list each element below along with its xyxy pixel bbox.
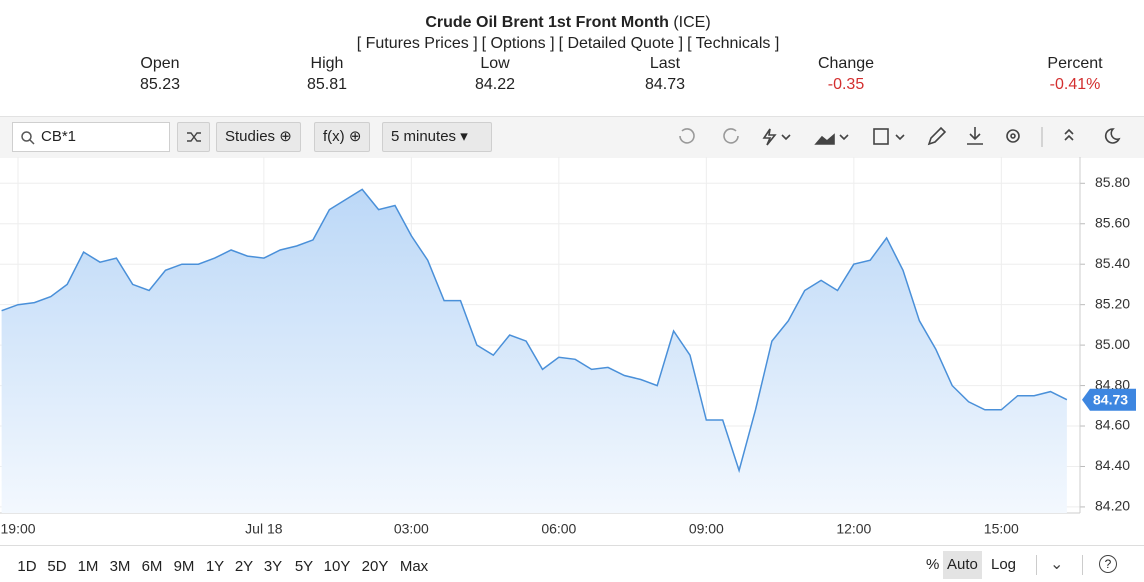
chart: 84.20 84.40 84.60 84.80 85.00 85.20 85.40 85.60…: [0, 157, 1136, 537]
range-button[interactable]: 5Y: [294, 558, 314, 575]
expand-icon[interactable]: ⌄: [1050, 556, 1064, 573]
header-links: [ Futures Prices ][ Options ][ Detailed …: [0, 35, 1136, 53]
stat: High 85.81: [307, 55, 347, 94]
range-button[interactable]: 9M: [173, 558, 195, 575]
line: [1, 188, 1068, 474]
stat-label: High: [310, 55, 344, 72]
stat-value: 85.81: [306, 76, 348, 93]
stat-value: 84.73: [644, 76, 686, 93]
range-button[interactable]: 3M: [109, 558, 131, 575]
y-tick-label: 84.80: [1095, 376, 1130, 392]
dropdown: [781, 134, 791, 141]
scale-option[interactable]: Auto: [943, 551, 982, 579]
header-link[interactable]: [ Options ]: [481, 35, 555, 52]
studies-button[interactable]: Studies ⊕: [216, 122, 301, 152]
shuffle-icon: [187, 132, 201, 142]
y-tick-label: 85.00: [1095, 336, 1130, 352]
range-button[interactable]: 1D: [17, 558, 37, 575]
range-button[interactable]: Max: [399, 558, 429, 575]
theme-icon[interactable]: [1104, 128, 1121, 144]
range-button[interactable]: 6M: [141, 558, 163, 575]
stat-label: Low: [480, 55, 510, 72]
stat: Open 85.23: [140, 55, 180, 94]
y-tick-label: 85.80: [1095, 174, 1130, 190]
stat-value: -0.35: [827, 76, 865, 93]
y-tick-label: 84.40: [1095, 457, 1130, 473]
undo-icon[interactable]: [679, 128, 695, 144]
collapse-icon[interactable]: [1064, 128, 1074, 141]
help-icon[interactable]: ?: [1099, 555, 1117, 573]
y-tick-label: 85.40: [1095, 255, 1130, 271]
x-tick-label: 03:00: [394, 521, 429, 537]
dropdown: [839, 134, 849, 141]
stat: Percent -0.41%: [1047, 55, 1102, 94]
last-price-label: 84.73: [1093, 391, 1128, 407]
x-tick-label: 06:00: [541, 521, 576, 537]
interval-label: 5 minutes: [391, 128, 457, 145]
toolbar: CB*1 Studies ⊕ f(x) ⊕ 5 minutes ▾: [0, 116, 1144, 158]
header-link[interactable]: [ Technicals ]: [687, 35, 780, 52]
range-button[interactable]: 5D: [47, 558, 67, 575]
stat-label: Change: [817, 55, 875, 72]
range-button[interactable]: 3Y: [263, 558, 283, 575]
stat-value: 84.22: [474, 76, 516, 93]
draw-icon[interactable]: [927, 126, 947, 146]
stat: Low 84.22: [475, 55, 515, 94]
last-price-tag: [1082, 388, 1136, 411]
flash-icon[interactable]: [762, 128, 777, 146]
x-tick-label: 15:00: [984, 521, 1019, 537]
fx-label: f(x): [323, 128, 345, 145]
stat: Last 84.73: [645, 55, 685, 94]
interval-button[interactable]: 5 minutes ▾: [382, 122, 492, 152]
scale-option[interactable]: Log: [991, 556, 1017, 573]
range-button[interactable]: 20Y: [361, 558, 389, 575]
redo-icon[interactable]: [723, 128, 739, 144]
fx-button[interactable]: f(x) ⊕: [314, 122, 371, 152]
studies-label: Studies: [225, 128, 276, 145]
shuffle-button[interactable]: [177, 122, 210, 152]
area: [1, 189, 1067, 513]
chart-type-icon[interactable]: [814, 133, 835, 145]
header-link[interactable]: [ Detailed Quote ]: [558, 35, 684, 52]
settings-icon[interactable]: [1006, 129, 1020, 143]
header-title: Crude Oil Brent 1st Front Month (ICE): [0, 14, 1136, 32]
title-text: Crude Oil Brent 1st Front Month: [425, 14, 669, 31]
header-link[interactable]: [ Futures Prices ]: [356, 35, 478, 52]
separator: [1036, 555, 1037, 575]
toolbar-icons: [679, 126, 1121, 147]
range-button[interactable]: 1M: [77, 558, 99, 575]
range-button[interactable]: 10Y: [323, 558, 351, 575]
x-tick-label: 19:00: [1, 521, 36, 537]
range-button[interactable]: 1Y: [205, 558, 225, 575]
x-tick-label: Jul 18: [245, 521, 283, 537]
scale-option[interactable]: %: [926, 556, 940, 573]
stat-label: Last: [649, 55, 681, 72]
y-tick-label: 85.20: [1095, 295, 1130, 311]
y-tick-label: 84.20: [1095, 498, 1130, 514]
y-tick-label: 84.60: [1095, 417, 1130, 433]
download-icon[interactable]: [967, 127, 983, 145]
search-icon: [21, 131, 35, 145]
separator: [1082, 555, 1083, 575]
stat-value: -0.41%: [1049, 76, 1101, 93]
stat: Change -0.35: [818, 55, 874, 94]
stat-label: Open: [140, 55, 180, 72]
x-tick-label: 09:00: [689, 521, 724, 537]
symbol-search[interactable]: CB*1: [12, 122, 170, 152]
dropdown: [895, 134, 905, 141]
footer: 1D 5D 1M 3M 6M 9M 1Y 2Y 3Y 5Y 10Y 20Y Max% Auto Log ⌄?: [0, 545, 1144, 582]
x-tick-label: 12:00: [836, 521, 871, 537]
range-button[interactable]: 2Y: [234, 558, 254, 575]
stat-label: Percent: [1047, 55, 1103, 72]
y-tick-label: 85.60: [1095, 214, 1130, 230]
layout-icon[interactable]: [873, 128, 889, 145]
stat-value: 85.23: [139, 76, 181, 93]
exchange: (ICE): [673, 14, 711, 31]
